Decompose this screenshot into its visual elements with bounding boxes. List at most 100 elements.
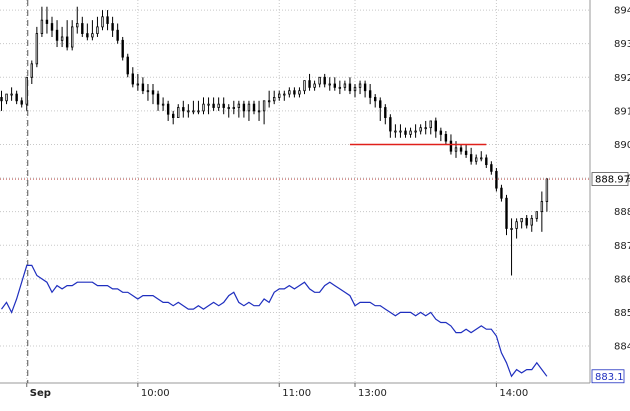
candle xyxy=(81,16,84,37)
last-value-labels: 888.97 883.1 xyxy=(591,172,630,384)
candle-body xyxy=(50,23,54,31)
candle xyxy=(217,97,220,111)
secondary-last-value-label: 883.1 xyxy=(595,372,624,383)
candle xyxy=(434,117,438,138)
candle xyxy=(146,83,150,101)
candle-body xyxy=(212,103,215,108)
candle xyxy=(495,167,498,192)
secondary-series-line xyxy=(1,264,548,378)
candle xyxy=(96,16,99,37)
candle xyxy=(490,161,493,175)
candle xyxy=(222,97,225,115)
candle xyxy=(161,97,165,111)
candle xyxy=(182,100,185,118)
candle-body xyxy=(257,110,261,113)
candle xyxy=(76,6,79,34)
candle xyxy=(373,94,377,108)
candle xyxy=(404,127,407,138)
candle-body xyxy=(202,103,205,112)
candle xyxy=(424,120,427,135)
candle xyxy=(121,36,124,61)
secondary-series xyxy=(1,264,548,378)
candle-body xyxy=(495,170,498,189)
candle-body xyxy=(20,100,23,105)
secondary-last-value-box xyxy=(591,369,625,384)
candle xyxy=(237,100,241,118)
candle-body xyxy=(278,93,281,98)
candle-body xyxy=(146,90,150,93)
candle-body xyxy=(454,147,458,152)
candle-body xyxy=(116,29,119,41)
candle-body xyxy=(15,93,18,102)
candle-body xyxy=(480,157,483,160)
candle-body xyxy=(525,217,528,226)
candle-body xyxy=(232,107,236,109)
candle-body xyxy=(227,107,230,109)
candle-body xyxy=(247,103,251,112)
candle-body xyxy=(545,178,549,202)
candle xyxy=(91,20,94,41)
candle xyxy=(60,26,64,48)
candle xyxy=(25,76,28,111)
candle-body xyxy=(474,157,478,162)
candle xyxy=(485,154,488,168)
candle-body xyxy=(156,93,160,105)
y-tick-label: 884 xyxy=(614,342,630,353)
candle-body xyxy=(384,107,387,118)
candle-body xyxy=(35,33,39,65)
candle-body xyxy=(272,97,276,102)
candle xyxy=(192,100,195,115)
candle xyxy=(227,104,230,118)
candle xyxy=(474,154,478,165)
y-axis: 884885886887888889890891892893894 xyxy=(614,6,630,353)
candle xyxy=(348,77,352,95)
candle xyxy=(171,110,175,125)
candle xyxy=(136,73,140,91)
candle-body xyxy=(262,100,266,112)
candle xyxy=(303,80,306,95)
candle-body xyxy=(298,90,301,95)
candle-body xyxy=(91,33,94,38)
candle-body xyxy=(469,154,473,162)
candle-body xyxy=(540,201,544,213)
candle xyxy=(505,194,508,236)
candle xyxy=(65,20,69,51)
candle-body xyxy=(45,19,49,24)
candle-body xyxy=(515,221,518,229)
candle xyxy=(530,215,533,232)
candle-body xyxy=(161,103,165,106)
y-tick-label: 886 xyxy=(614,274,630,285)
candle xyxy=(515,218,518,239)
candle-body xyxy=(313,83,316,88)
candle-body xyxy=(141,83,145,92)
candle-body xyxy=(177,107,180,118)
candle-body xyxy=(55,29,59,41)
y-tick-label: 892 xyxy=(614,73,630,84)
y-tick-label: 893 xyxy=(614,39,630,50)
last-price-label-box xyxy=(591,172,629,186)
candle-body xyxy=(318,76,321,85)
candle xyxy=(384,104,387,125)
x-tick-label: 10:00 xyxy=(141,388,170,399)
candle-body xyxy=(444,133,448,142)
candle xyxy=(202,97,205,115)
candle-body xyxy=(338,86,342,89)
candle-body xyxy=(500,187,503,199)
candle-body xyxy=(464,150,468,155)
candle-body xyxy=(429,120,432,129)
candle xyxy=(318,76,321,88)
candle-body xyxy=(197,110,200,113)
candle xyxy=(207,97,210,115)
candle xyxy=(232,100,236,115)
candle-body xyxy=(207,103,210,106)
candle xyxy=(111,16,114,37)
candle xyxy=(86,23,89,41)
candle xyxy=(187,104,190,118)
candle xyxy=(288,87,291,98)
candle xyxy=(262,100,266,125)
candle xyxy=(151,83,155,105)
candle-body xyxy=(485,157,488,166)
x-axis: Sep 10:00 11:00 13:00 14:00 xyxy=(26,383,528,399)
candle xyxy=(333,77,337,91)
